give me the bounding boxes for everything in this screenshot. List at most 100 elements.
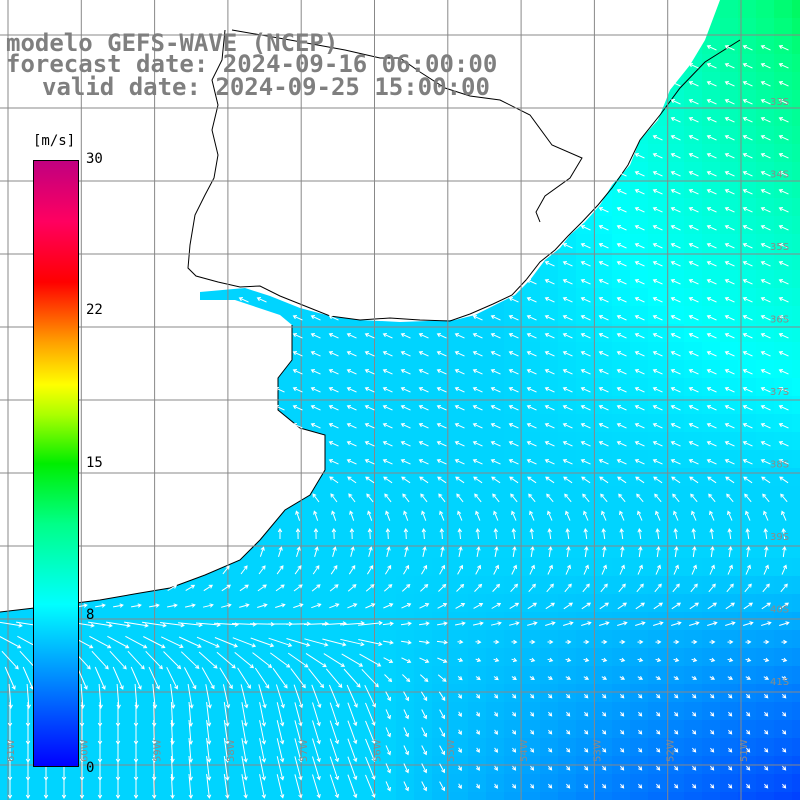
wind-arrow: [328, 459, 339, 465]
wind-cell: [0, 612, 18, 630]
wind-cell: [576, 288, 594, 306]
wind-cell: [324, 792, 342, 800]
wind-arrow: [547, 657, 554, 663]
wind-arrow: [343, 668, 361, 688]
wind-cell: [612, 216, 630, 234]
wind-cell: [720, 270, 738, 288]
wind-cell: [306, 414, 324, 432]
wind-arrow: [456, 583, 465, 592]
wind-arrow: [618, 583, 626, 593]
wind-arrow: [313, 528, 319, 540]
wind-cell: [504, 378, 522, 396]
wind-cell: [558, 702, 576, 720]
wind-cell: [720, 306, 738, 324]
wind-arrow: [724, 351, 735, 357]
wind-arrow: [418, 333, 429, 339]
wind-arrow: [258, 565, 266, 575]
wind-cell: [756, 36, 774, 54]
wind-arrow: [312, 774, 321, 799]
wind-cell: [540, 576, 558, 594]
wind-cell: [558, 414, 576, 432]
wind-arrow: [601, 675, 608, 680]
wind-arrow: [763, 639, 770, 645]
wind-cell: [774, 360, 792, 378]
lon-label: 51W: [739, 739, 750, 762]
wind-cell: [468, 450, 486, 468]
wind-cell: [162, 594, 180, 612]
wind-arrow: [706, 351, 717, 357]
wind-cell: [630, 360, 648, 378]
wind-arrow: [547, 510, 553, 521]
wind-arrow: [259, 702, 267, 727]
wind-cell: [684, 684, 702, 702]
wind-arrow: [493, 729, 498, 735]
wind-arrow: [636, 583, 644, 593]
wind-cell: [360, 396, 378, 414]
wind-arrow: [310, 423, 321, 429]
wind-arrow: [305, 652, 327, 668]
wind-arrow: [652, 243, 663, 249]
wind-arrow: [341, 653, 364, 667]
wind-arrow: [436, 351, 447, 357]
wind-cell: [648, 666, 666, 684]
wind-arrow: [727, 528, 732, 540]
wind-cell: [738, 702, 756, 720]
wind-arrow: [358, 620, 383, 626]
wind-arrow: [454, 405, 465, 411]
wind-arrow: [655, 510, 661, 521]
wind-arrow: [419, 476, 429, 484]
wind-arrow: [365, 738, 376, 763]
wind-arrow: [346, 351, 357, 357]
wind-arrow: [493, 711, 498, 717]
wind-arrow: [437, 674, 447, 682]
wind-arrow: [637, 675, 644, 680]
wind-arrow: [455, 621, 466, 626]
wind-cell: [792, 216, 800, 234]
wind-arrow: [637, 693, 643, 699]
wind-arrow: [778, 45, 789, 51]
wind-arrow: [725, 476, 735, 484]
wind-arrow: [762, 493, 770, 503]
lon-label: 57W: [299, 739, 310, 762]
wind-cell: [666, 432, 684, 450]
wind-arrow: [673, 657, 680, 663]
wind-cell: [450, 720, 468, 738]
wind-arrow: [742, 315, 753, 321]
wind-arrow: [358, 639, 383, 647]
wind-arrow: [544, 405, 555, 411]
wind-cell: [684, 522, 702, 540]
wind-arrow: [688, 333, 699, 339]
wind-cell: [576, 702, 594, 720]
wind-cell: [414, 792, 432, 800]
wind-cell: [144, 720, 162, 738]
wind-arrow: [492, 583, 501, 592]
wind-cell: [648, 126, 666, 144]
wind-arrow: [674, 711, 679, 717]
wind-arrow: [652, 225, 663, 231]
wind-arrow: [548, 729, 553, 735]
wind-arrow: [580, 351, 591, 357]
wind-arrow: [581, 476, 591, 484]
wind-arrow: [673, 528, 678, 540]
wind-arrow: [724, 117, 735, 123]
wind-cell: [630, 396, 648, 414]
wind-arrow: [724, 243, 735, 249]
wind-arrow: [418, 459, 429, 465]
wind-arrow: [329, 476, 339, 484]
wind-arrow: [688, 369, 699, 375]
wind-cell: [522, 414, 540, 432]
wind-arrow: [782, 783, 787, 789]
wind-arrow: [403, 528, 409, 540]
wind-arrow: [511, 657, 518, 663]
wind-arrow: [742, 243, 753, 249]
wind-arrow: [509, 602, 520, 610]
lon-label: 58W: [226, 739, 237, 762]
wind-arrow: [634, 405, 645, 411]
wind-arrow: [421, 781, 427, 792]
wind-cell: [792, 36, 800, 54]
wind-arrow: [382, 387, 393, 393]
wind-arrow: [420, 493, 428, 503]
wind-arrow: [763, 675, 770, 680]
wind-arrow: [277, 528, 283, 539]
wind-cell: [162, 648, 180, 666]
